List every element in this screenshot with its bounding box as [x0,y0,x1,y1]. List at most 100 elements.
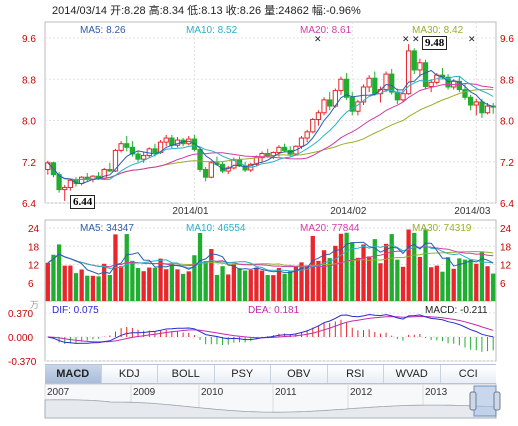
volume-bar [152,267,158,301]
overview-left-handle [469,391,477,411]
tab-macd[interactable]: MACD [45,365,102,383]
volume-bar [288,271,293,301]
volume-tick-label-left: 24 [28,224,40,235]
macd-tick-label: -0.370 [8,357,37,368]
volume-bar [209,249,214,301]
overview-year-label: 2011 [275,387,297,398]
volume-bar [231,263,236,301]
volume-bar [350,242,355,301]
price-tick-label-left: 8.8 [22,75,36,86]
candle-body [321,99,327,114]
high-price-tag: 9.48 [422,36,448,50]
price-tick-label-left: 9.6 [22,34,36,45]
candle-body [389,73,395,93]
volume-bar [395,259,400,301]
volume-ma20-line [47,246,494,268]
volume-bar [440,271,445,301]
volume-bar [169,262,174,301]
volume-bar [147,267,152,301]
price-tick-label-right: 8.8 [500,75,514,86]
volume-bar [451,268,456,301]
event-marker-icon: ✕ [468,34,476,44]
volume-bar [417,256,423,301]
tab-obv[interactable]: OBV [271,365,328,383]
volume-bar [135,268,141,301]
volume-bar [282,273,287,301]
candle-body [462,89,468,98]
macd-dif-line [47,313,494,344]
overview-year-label: 2012 [350,387,373,398]
volume-tick-label-left: 18 [28,242,40,253]
candle-body [366,77,372,88]
volume-bar [68,265,73,301]
tab-rsi[interactable]: RSI [328,365,384,383]
volume-bar [412,232,417,301]
price-ma20-label: MA20: 8.61 [300,25,352,36]
volume-bar [271,275,276,301]
macd-dea-label: DEA: 0.181 [248,305,300,316]
volume-bar [45,262,50,301]
volume-bar [316,260,321,301]
volume-bar [372,239,377,301]
volume-bar [79,269,84,301]
volume-bar [434,265,439,301]
volume-bar [485,266,490,301]
volume-bar [389,234,394,301]
event-marker-icon: ✕ [402,34,410,44]
candle-body [197,148,203,170]
volume-bar [383,243,389,301]
candle-body [124,143,130,148]
volume-bar [293,266,299,301]
volume-bar [462,259,468,301]
volume-bar [400,266,406,301]
volume-bar [491,273,496,301]
volume-bar [361,244,366,301]
candle-body [327,99,333,107]
volume-bar [51,254,56,301]
tab-cci[interactable]: CCI [458,368,478,380]
volume-bar [130,260,135,301]
volume-bar [220,266,225,301]
volume-bar [321,250,327,301]
macd-dif-label: DIF: 0.075 [52,305,99,316]
volume-bar [226,274,231,301]
volume-bar [254,267,259,301]
candle-body [473,101,479,106]
volume-bar [468,259,473,301]
tab-psy[interactable]: PSY [215,365,271,383]
volume-bar [276,268,282,301]
volume-bar [265,275,270,301]
candle-body [152,148,158,153]
volume-bar [203,260,208,301]
candle-body [129,146,136,155]
volume-bar [378,263,383,301]
candle-body [383,73,389,91]
candle-body [417,62,423,71]
candle-body [265,153,271,157]
price-tick-label-left: 6.4 [22,199,36,210]
candle-body [62,187,68,191]
candle-body [203,168,209,178]
candle-body [360,86,367,103]
candle-body [208,162,214,178]
price-ma10-line [47,75,494,181]
volume-bar [141,271,146,301]
volume-tick-label-right: 18 [500,242,512,253]
candle-body [95,175,102,179]
volume-bar [197,232,203,301]
tab-wvad[interactable]: WVAD [384,365,441,383]
volume-bar [327,258,332,301]
volume-bar [479,251,485,301]
candle-body [118,143,124,151]
macd-tick-label: 0.370 [8,309,33,320]
macd-value-label: MACD: -0.211 [425,305,488,316]
tab-kdj[interactable]: KDJ [102,365,158,383]
volume-bar [305,265,310,301]
tab-boll[interactable]: BOLL [158,365,215,383]
volume-bar [90,275,96,301]
volume-ma30-label: MA30: 74319 [412,223,472,234]
candle-body [56,174,62,191]
volume-bar [186,271,191,301]
overview-year-label: 2009 [133,387,156,398]
